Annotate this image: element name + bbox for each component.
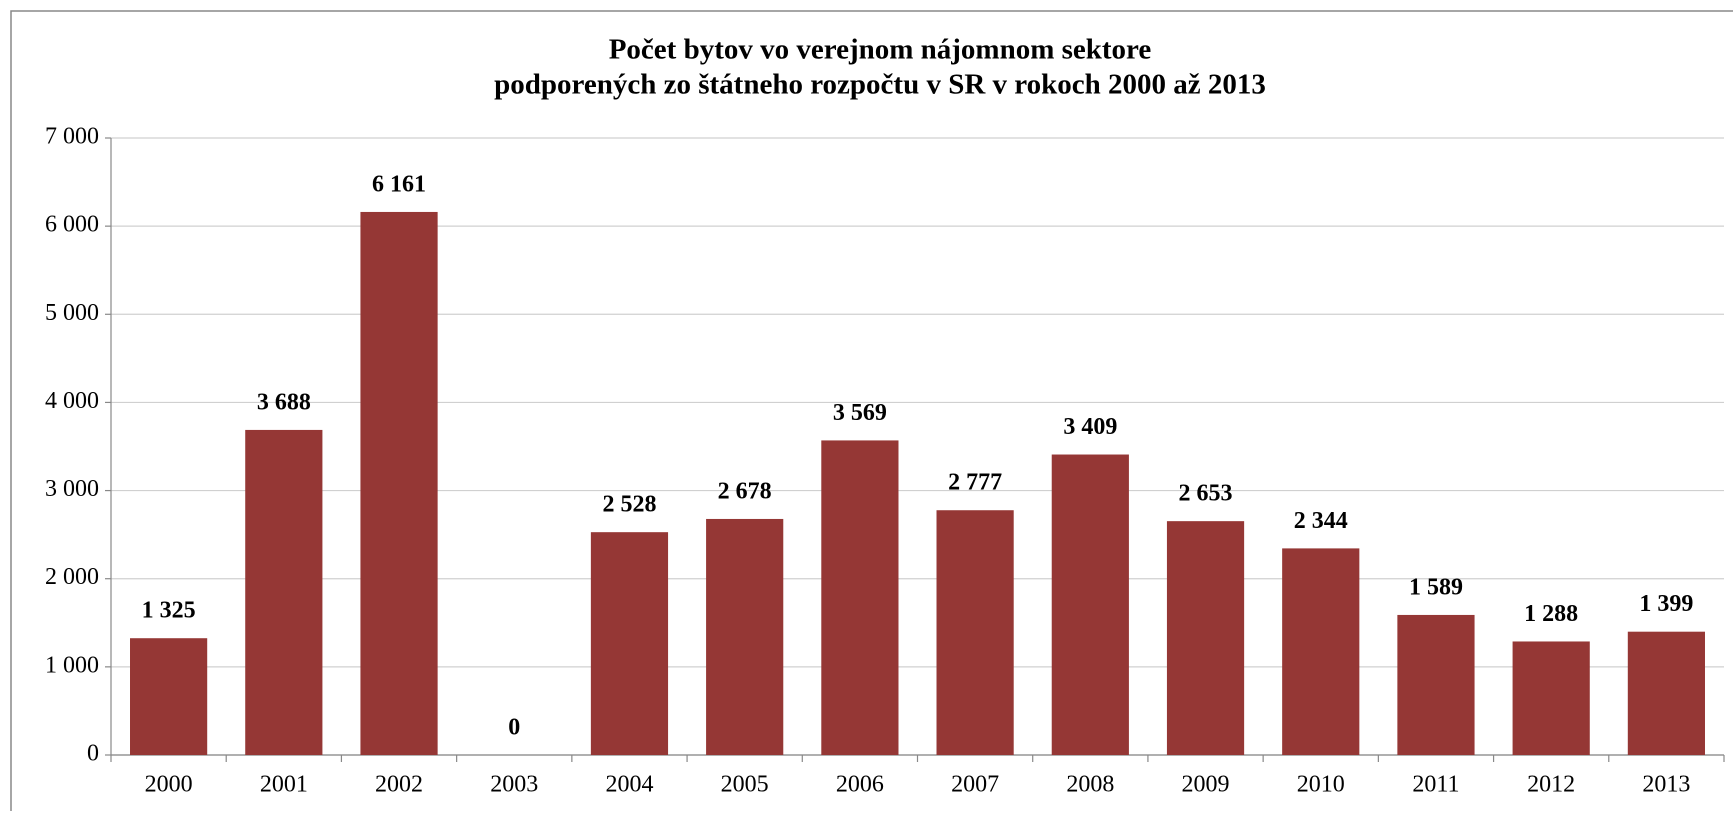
- x-tick-label: 2005: [721, 772, 769, 798]
- chart-title: Počet bytov vo verejnom nájomnom sektore: [609, 34, 1152, 66]
- bar: [1051, 454, 1129, 755]
- x-tick-label: 2000: [145, 772, 193, 798]
- data-label: 2 678: [718, 478, 772, 504]
- y-tick-label: 4 000: [45, 388, 99, 414]
- data-label: 1 399: [1639, 591, 1693, 617]
- x-tick-label: 2010: [1297, 772, 1345, 798]
- y-tick-label: 3 000: [45, 476, 99, 502]
- data-label: 3 409: [1063, 414, 1117, 440]
- data-label: 0: [508, 715, 520, 741]
- bar: [1627, 631, 1705, 755]
- x-tick-label: 2006: [836, 772, 884, 798]
- data-label: 6 161: [372, 171, 426, 197]
- data-label: 1 589: [1409, 574, 1463, 600]
- y-tick-label: 0: [87, 741, 99, 767]
- y-tick-label: 6 000: [45, 212, 99, 238]
- data-label: 1 325: [142, 598, 196, 624]
- bar: [1397, 614, 1475, 755]
- data-label: 2 528: [602, 492, 656, 518]
- chart-border: [10, 10, 1733, 816]
- bar: [1282, 548, 1360, 755]
- data-label: 2 653: [1179, 481, 1233, 507]
- bar: [821, 440, 899, 755]
- y-tick-label: 5 000: [45, 300, 99, 326]
- x-tick-label: 2013: [1642, 772, 1690, 798]
- x-tick-label: 2004: [605, 772, 653, 798]
- x-tick-label: 2001: [260, 772, 308, 798]
- bar: [130, 638, 208, 755]
- data-label: 2 777: [948, 470, 1002, 496]
- x-tick-label: 2007: [951, 772, 999, 798]
- bar: [706, 518, 784, 755]
- x-tick-label: 2012: [1527, 772, 1575, 798]
- chart-subtitle: podporených zo štátneho rozpočtu v SR v …: [494, 69, 1266, 101]
- x-tick-label: 2011: [1412, 772, 1459, 798]
- bar: [936, 510, 1014, 755]
- y-tick-label: 7 000: [45, 124, 99, 150]
- x-tick-label: 2009: [1182, 772, 1230, 798]
- bar: [1166, 521, 1245, 755]
- bar: [245, 429, 323, 755]
- data-label: 3 569: [833, 400, 887, 426]
- bar: [1512, 641, 1590, 755]
- x-tick-label: 2008: [1066, 772, 1114, 798]
- y-tick-label: 2 000: [45, 564, 99, 590]
- y-tick-label: 1 000: [45, 652, 99, 678]
- bar: [590, 532, 669, 755]
- data-label: 3 688: [257, 389, 311, 415]
- data-label: 2 344: [1294, 508, 1348, 534]
- x-tick-label: 2002: [375, 772, 423, 798]
- data-label: 1 288: [1524, 601, 1578, 627]
- bar: [360, 211, 438, 756]
- x-tick-label: 2003: [490, 772, 538, 798]
